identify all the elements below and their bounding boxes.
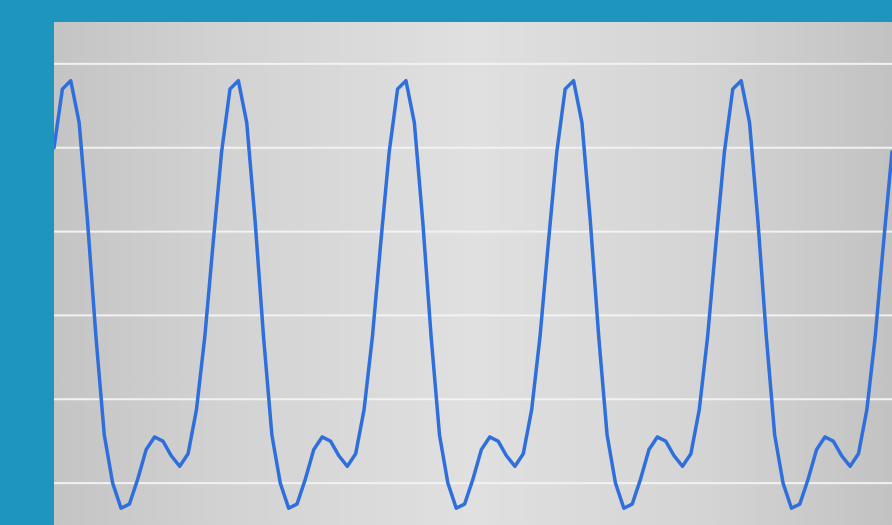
- series-layer: [54, 78, 892, 510]
- line-chart: [54, 62, 892, 510]
- plot-area: [54, 22, 892, 525]
- gridlines: [54, 62, 892, 485]
- series-line-0: [54, 78, 892, 510]
